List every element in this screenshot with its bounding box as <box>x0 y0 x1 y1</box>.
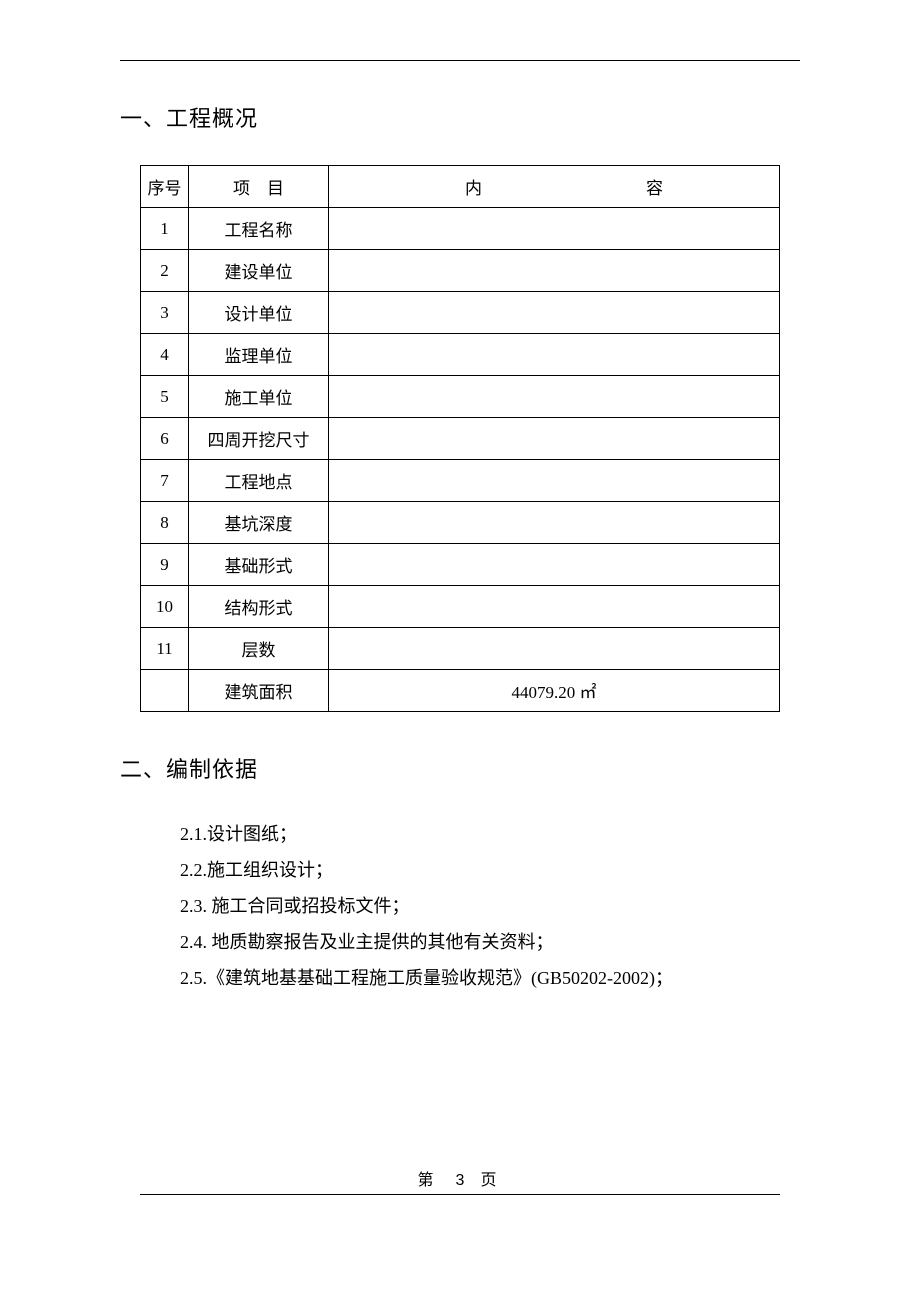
cell-seq: 6 <box>141 418 189 460</box>
cell-content <box>329 460 780 502</box>
list-item: 2.2.施工组织设计； <box>180 852 800 888</box>
cell-item: 建设单位 <box>189 250 329 292</box>
cell-seq: 8 <box>141 502 189 544</box>
cell-item: 工程名称 <box>189 208 329 250</box>
cell-seq <box>141 670 189 712</box>
cell-item: 四周开挖尺寸 <box>189 418 329 460</box>
cell-content <box>329 502 780 544</box>
table-row: 建筑面积 44079.20 ㎡ <box>141 670 780 712</box>
footer-horizontal-rule <box>140 1194 780 1195</box>
document-page: 一、工程概况 序号 项 目 内 容 1 工程名称 2 <box>0 0 920 1235</box>
cell-seq: 7 <box>141 460 189 502</box>
cell-seq: 10 <box>141 586 189 628</box>
table-header-row: 序号 项 目 内 容 <box>141 166 780 208</box>
page-number-label: 第 3 页 <box>120 1166 800 1190</box>
table-row: 7 工程地点 <box>141 460 780 502</box>
page-number-value: 3 <box>456 1172 465 1189</box>
cell-item: 基础形式 <box>189 544 329 586</box>
cell-item: 设计单位 <box>189 292 329 334</box>
section-2-heading: 二、编制依据 <box>120 752 800 784</box>
page-number-prefix: 第 <box>418 1172 440 1189</box>
cell-seq: 9 <box>141 544 189 586</box>
page-number-suffix: 页 <box>480 1172 502 1189</box>
table-row: 5 施工单位 <box>141 376 780 418</box>
cell-item: 结构形式 <box>189 586 329 628</box>
cell-content <box>329 334 780 376</box>
list-item: 2.5.《建筑地基基础工程施工质量验收规范》(GB50202-2002)； <box>180 960 800 996</box>
cell-seq: 3 <box>141 292 189 334</box>
table-row: 2 建设单位 <box>141 250 780 292</box>
table-row: 8 基坑深度 <box>141 502 780 544</box>
list-item: 2.3. 施工合同或招投标文件； <box>180 888 800 924</box>
cell-seq: 5 <box>141 376 189 418</box>
cell-content <box>329 208 780 250</box>
cell-content <box>329 292 780 334</box>
cell-seq: 1 <box>141 208 189 250</box>
table-row: 11 层数 <box>141 628 780 670</box>
col-header-seq: 序号 <box>141 166 189 208</box>
table-row: 6 四周开挖尺寸 <box>141 418 780 460</box>
cell-content <box>329 418 780 460</box>
col-header-content-right: 容 <box>646 174 663 199</box>
table-row: 4 监理单位 <box>141 334 780 376</box>
top-horizontal-rule <box>120 60 800 61</box>
cell-content <box>329 544 780 586</box>
list-item: 2.4. 地质勘察报告及业主提供的其他有关资料； <box>180 924 800 960</box>
cell-content <box>329 628 780 670</box>
list-item: 2.1.设计图纸； <box>180 816 800 852</box>
col-header-item: 项 目 <box>189 166 329 208</box>
cell-seq: 2 <box>141 250 189 292</box>
cell-item: 工程地点 <box>189 460 329 502</box>
compilation-basis-list: 2.1.设计图纸； 2.2.施工组织设计； 2.3. 施工合同或招投标文件； 2… <box>180 816 800 996</box>
cell-content: 44079.20 ㎡ <box>329 670 780 712</box>
page-footer: 第 3 页 <box>120 1166 800 1195</box>
cell-item: 建筑面积 <box>189 670 329 712</box>
table-body: 1 工程名称 2 建设单位 3 设计单位 4 监理单位 5 施工单位 <box>141 208 780 712</box>
cell-item: 基坑深度 <box>189 502 329 544</box>
cell-content <box>329 250 780 292</box>
col-header-content-left: 内 <box>465 174 482 199</box>
table-row: 3 设计单位 <box>141 292 780 334</box>
col-header-content: 内 容 <box>329 166 780 208</box>
table-row: 1 工程名称 <box>141 208 780 250</box>
cell-content <box>329 376 780 418</box>
table-row: 10 结构形式 <box>141 586 780 628</box>
cell-content <box>329 586 780 628</box>
cell-item: 监理单位 <box>189 334 329 376</box>
cell-seq: 11 <box>141 628 189 670</box>
section-1-heading: 一、工程概况 <box>120 101 800 133</box>
cell-item: 层数 <box>189 628 329 670</box>
cell-seq: 4 <box>141 334 189 376</box>
table-row: 9 基础形式 <box>141 544 780 586</box>
project-info-table: 序号 项 目 内 容 1 工程名称 2 建设单位 <box>140 165 780 712</box>
cell-item: 施工单位 <box>189 376 329 418</box>
